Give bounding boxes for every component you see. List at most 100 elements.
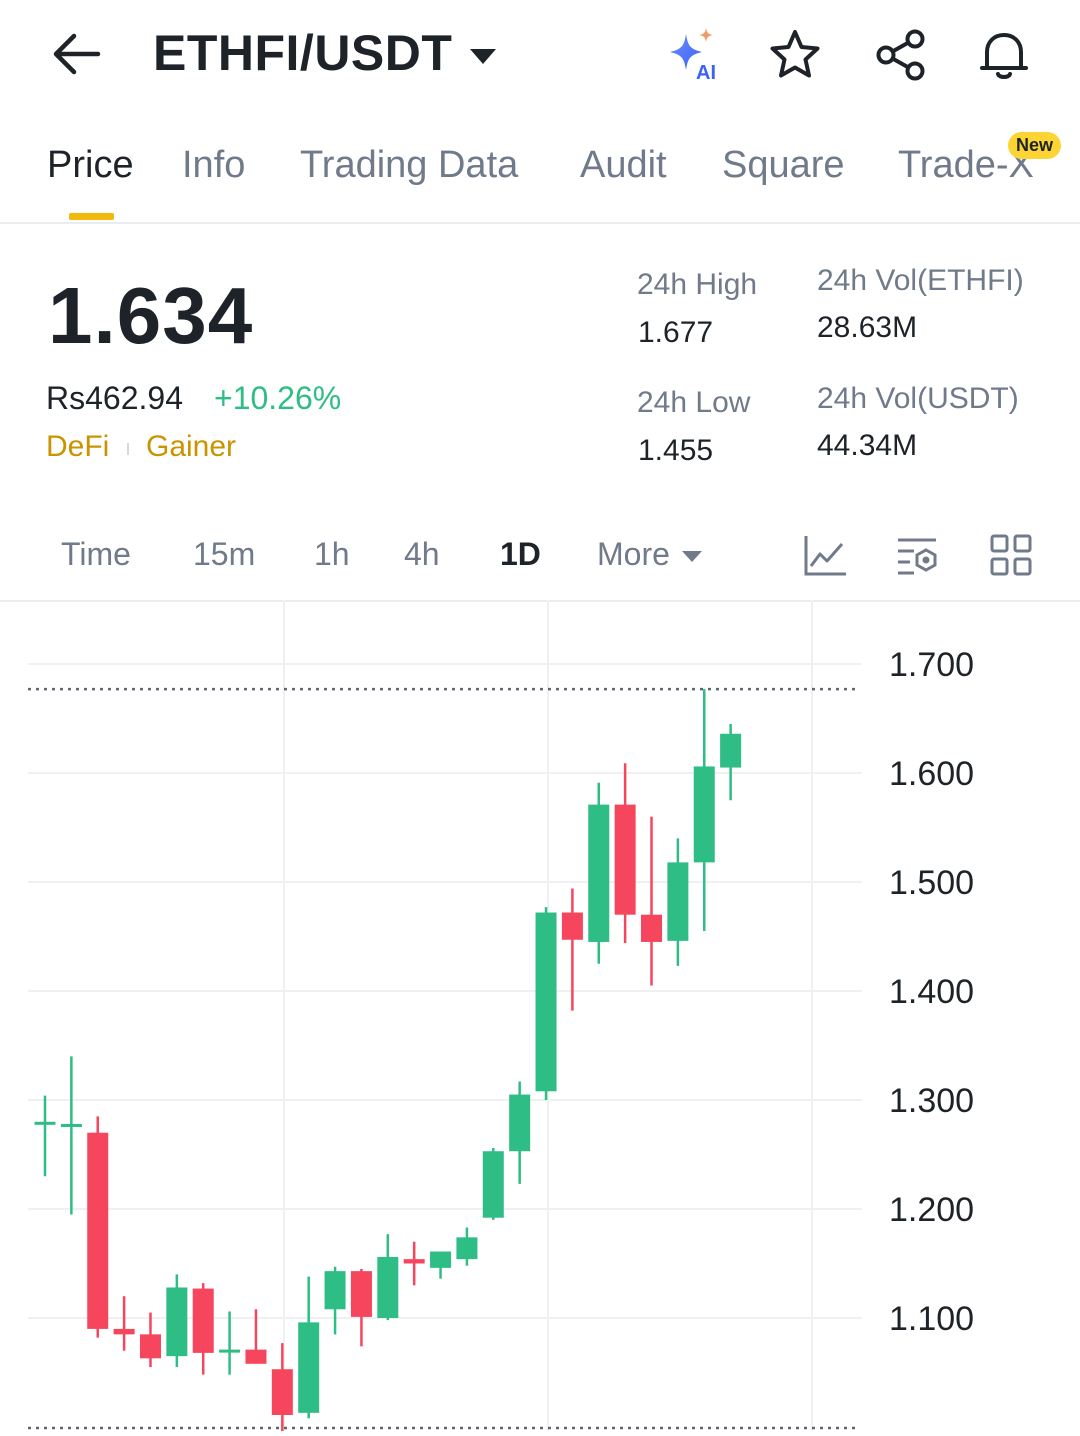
candle (113, 1296, 135, 1351)
candle (87, 1116, 109, 1338)
interval-4h[interactable]: 4h (404, 536, 440, 572)
bell-icon[interactable] (975, 26, 1033, 84)
indicator-settings-icon[interactable] (894, 532, 940, 578)
low-24h-value: 1.455 (638, 434, 714, 467)
candle-body (192, 1288, 214, 1353)
candle (350, 1268, 372, 1347)
candle-body (87, 1132, 109, 1329)
price-tick-label: 1.100 (889, 1300, 974, 1338)
candle-body (641, 914, 663, 942)
candle (482, 1147, 504, 1220)
candle-body (403, 1259, 425, 1264)
candle (456, 1227, 478, 1266)
candle-body (456, 1237, 478, 1260)
candle (667, 838, 689, 966)
interval-1h[interactable]: 1h (314, 536, 350, 572)
interval-15m[interactable]: 15m (193, 536, 256, 572)
trading-pair-label: ETHFI/USDT (153, 25, 453, 81)
candle-body (271, 1369, 293, 1416)
trading-pair-selector[interactable]: ETHFI/USDT (153, 24, 497, 82)
top-bar: ETHFI/USDT AI (0, 0, 1080, 110)
ai-sparkle-icon[interactable]: AI (664, 24, 724, 84)
tag-gainer[interactable]: Gainer (146, 430, 237, 463)
candle (377, 1234, 399, 1321)
candle-body (34, 1121, 56, 1125)
tag-defi[interactable]: DeFi (46, 430, 110, 463)
vol-base-label: 24h Vol(ETHFI) (817, 264, 1024, 297)
high-24h-value: 1.677 (638, 316, 714, 349)
interval-more-label: More (597, 536, 670, 572)
tab-price[interactable]: Price (47, 144, 134, 186)
star-icon[interactable] (766, 26, 824, 84)
vol-quote-value: 44.34M (817, 429, 918, 462)
candle-body (219, 1349, 241, 1353)
candle (192, 1283, 214, 1375)
candle (614, 763, 636, 944)
candle-body (298, 1322, 320, 1413)
interval-more[interactable]: More (597, 536, 702, 573)
tab-audit[interactable]: Audit (580, 144, 667, 186)
ai-label: AI (696, 62, 716, 84)
vol-base-value: 28.63M (817, 311, 918, 344)
candle-body (245, 1349, 267, 1364)
price-tick-label: 1.600 (889, 755, 974, 793)
price-tick-label: 1.700 (889, 646, 974, 684)
candle-body (430, 1251, 452, 1268)
high-24h-label: 24h High (637, 268, 758, 301)
candle-body (667, 862, 689, 941)
candle-body (693, 766, 715, 863)
active-tab-indicator (69, 213, 114, 220)
line-chart-icon[interactable] (802, 532, 848, 578)
candle (535, 907, 557, 1100)
tag-divider (127, 443, 129, 455)
layout-grid-icon[interactable] (988, 532, 1034, 578)
interval-time[interactable]: Time (61, 536, 131, 572)
share-icon[interactable] (872, 26, 930, 84)
candle-body (588, 804, 610, 942)
candle-body (324, 1271, 346, 1310)
caret-down-icon (681, 551, 702, 563)
chart-grid (28, 600, 862, 1431)
candle (693, 689, 715, 932)
tab-info[interactable]: Info (182, 144, 246, 186)
candle (509, 1081, 531, 1184)
candle-body (377, 1256, 399, 1318)
candle (561, 888, 583, 1011)
price-tick-label: 1.200 (889, 1191, 974, 1229)
tab-trading-data[interactable]: Trading Data (300, 144, 519, 186)
candle-body (166, 1287, 188, 1357)
candle-body (720, 733, 742, 768)
candles (34, 689, 742, 1436)
candle (720, 723, 742, 801)
tab-square[interactable]: Square (722, 144, 845, 186)
price-axis: 1.700 1.600 1.500 1.400 1.300 1.200 1.100 (889, 646, 974, 1338)
candlestick-chart[interactable]: 1.700 1.600 1.500 1.400 1.300 1.200 1.100 (0, 600, 1080, 1436)
last-price: 1.634 (48, 271, 254, 360)
candle (271, 1343, 293, 1436)
candle-body (139, 1334, 161, 1359)
interval-1d[interactable]: 1D (500, 536, 541, 572)
caret-down-icon (470, 48, 497, 64)
price-tick-label: 1.500 (889, 864, 974, 902)
candle (166, 1274, 188, 1368)
candle-body (350, 1271, 372, 1317)
kline-chart[interactable]: 1.700 1.600 1.500 1.400 1.300 1.200 1.100 (0, 600, 1080, 1436)
vol-quote-label: 24h Vol(USDT) (817, 382, 1019, 415)
interval-bar: Time 15m 1h 4h 1D More (0, 520, 1080, 602)
candle (588, 782, 610, 964)
candle-body (535, 912, 557, 1092)
candle (60, 1056, 82, 1215)
candle (641, 816, 663, 986)
candle (219, 1311, 241, 1375)
candle (324, 1266, 346, 1335)
candle-body (509, 1094, 531, 1152)
candle-body (614, 804, 636, 915)
candle (430, 1251, 452, 1279)
candle (298, 1276, 320, 1419)
back-arrow-icon[interactable] (50, 30, 102, 78)
new-badge: New (1008, 132, 1062, 159)
candle-body (60, 1123, 82, 1127)
price-tick-label: 1.400 (889, 973, 974, 1011)
low-24h-label: 24h Low (637, 386, 751, 419)
price-change-percent: +10.26% (214, 380, 342, 416)
